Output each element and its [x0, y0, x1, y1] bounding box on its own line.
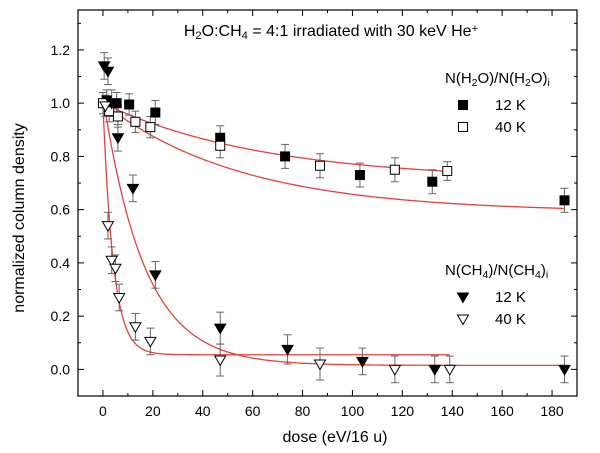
data-point: [148, 270, 162, 282]
legend-title: N(CH4)/N(CH4)i: [445, 262, 548, 281]
data-point: [428, 364, 442, 376]
chart-title: H2O:CH4 = 4:1 irradiated with 30 keV He+: [184, 23, 478, 42]
data-point: [213, 323, 227, 335]
y-tick-label: 1.2: [51, 42, 71, 58]
fit-curve: [102, 96, 565, 367]
data-point: [109, 263, 122, 275]
legend-marker: [456, 314, 470, 326]
data-point: [313, 359, 327, 371]
data-point: [130, 116, 141, 127]
legend-marker: [458, 122, 468, 132]
data-point: [443, 364, 457, 376]
x-tick-label: 120: [391, 403, 415, 419]
y-tick-label: 0.6: [51, 202, 71, 218]
data-point: [215, 140, 226, 151]
data-point: [101, 66, 115, 78]
data-point: [389, 164, 400, 175]
x-tick-label: 160: [490, 403, 514, 419]
legend-title: N(H2O)/N(H2O)i: [445, 70, 550, 89]
data-point: [354, 170, 365, 181]
data-point: [129, 322, 142, 334]
data-point: [356, 356, 369, 368]
x-tick-label: 20: [145, 403, 161, 419]
data-markers: [97, 52, 571, 384]
y-tick-label: 0.4: [51, 255, 71, 271]
data-point: [388, 364, 402, 376]
data-point: [281, 344, 294, 356]
data-point: [112, 293, 126, 305]
data-point: [104, 106, 115, 117]
data-point: [558, 364, 571, 376]
data-point: [145, 122, 156, 133]
data-point: [150, 107, 161, 118]
legend-marker: [458, 100, 468, 110]
y-tick-label: 1.0: [51, 95, 71, 111]
y-tick-label: 0.0: [51, 361, 71, 377]
x-tick-label: 180: [540, 403, 564, 419]
legend-label: 40 K: [495, 311, 526, 328]
data-point: [442, 166, 453, 177]
data-point: [111, 133, 125, 145]
data-point: [427, 176, 438, 187]
data-point: [315, 160, 326, 171]
x-tick-label: 0: [99, 403, 107, 419]
data-point: [112, 111, 123, 122]
x-tick-label: 140: [441, 403, 465, 419]
data-point: [143, 336, 157, 348]
data-point: [124, 99, 135, 110]
legend-marker: [456, 292, 470, 304]
data-point: [559, 195, 570, 206]
data-point: [105, 255, 119, 267]
data-point: [280, 151, 291, 162]
legend-label: 12 K: [495, 289, 526, 306]
legend-label: 12 K: [495, 97, 526, 114]
x-tick-label: 100: [341, 403, 365, 419]
y-axis-label: normalized column density: [11, 123, 28, 312]
data-point: [97, 61, 111, 73]
data-point: [126, 183, 140, 195]
x-tick-label: 80: [295, 403, 311, 419]
legend-label: 40 K: [495, 119, 526, 136]
fit-curve: [102, 102, 565, 210]
legend: N(H2O)/N(H2O)i 12 K 40 K N(CH4)/N(CH4)i 12 K…: [445, 70, 550, 328]
data-point: [101, 221, 115, 233]
y-tick-label: 0.8: [51, 148, 71, 164]
y-tick-label: 0.2: [51, 308, 71, 324]
data-point: [99, 101, 112, 113]
fit-curve: [102, 104, 450, 356]
x-tick-label: 60: [245, 403, 261, 419]
x-tick-label: 40: [195, 403, 211, 419]
data-point: [213, 355, 227, 367]
axes: 0 20 40 60 80 100 120 140 160 180 0.0 0.2 0.4 0.6 0.8 1…: [51, 9, 578, 419]
x-axis-label: dose (eV/16 u): [283, 429, 388, 446]
